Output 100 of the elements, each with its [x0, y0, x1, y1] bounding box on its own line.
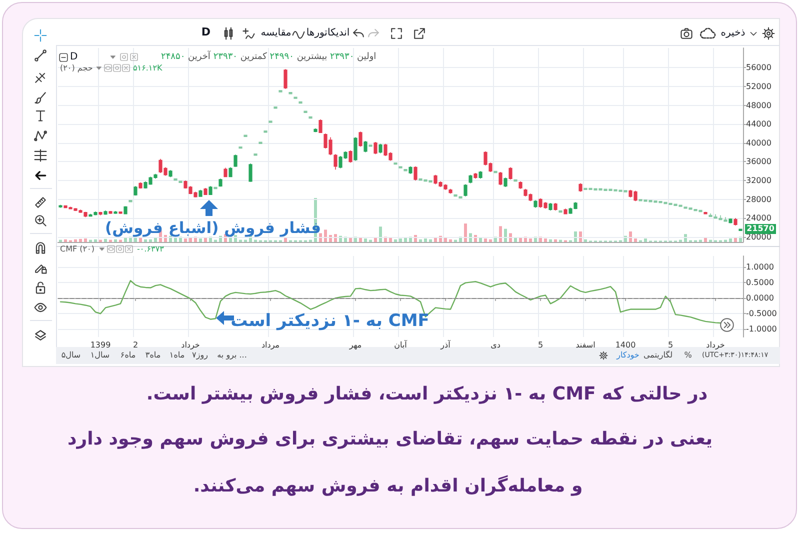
candlestick [414, 166, 418, 181]
bar [399, 238, 402, 242]
candlestick [364, 140, 368, 153]
x-tick-label: آبان [394, 340, 408, 350]
bar [584, 239, 587, 242]
annotation: D [70, 51, 78, 62]
candlestick [138, 182, 142, 189]
bar [634, 238, 637, 242]
bar [124, 238, 127, 242]
x-tick-label: 5 [668, 340, 674, 350]
text: ۳ماه [145, 350, 161, 360]
bar [429, 239, 432, 242]
candlestick [498, 172, 502, 186]
bar [574, 231, 577, 242]
y-tick-label: 24000 [746, 214, 772, 223]
bar [79, 238, 82, 242]
x-tick-label: آذر [440, 340, 452, 350]
x-tick-label: 1399 [90, 340, 111, 350]
bar [144, 239, 147, 242]
bar [509, 233, 512, 242]
candlestick [734, 218, 738, 226]
bar [379, 226, 382, 242]
candlestick [248, 163, 252, 182]
bar [644, 238, 647, 242]
candlestick [578, 182, 582, 192]
bar [549, 239, 552, 242]
candlestick [468, 174, 472, 184]
candlestick [474, 172, 478, 179]
bar [319, 233, 322, 242]
bar [579, 231, 582, 242]
candlestick [518, 181, 522, 190]
candlestick [564, 208, 568, 215]
candlestick [334, 154, 338, 170]
candlestick [234, 154, 238, 168]
candlestick [318, 119, 322, 134]
bar [64, 239, 67, 242]
text: ۵سال [61, 350, 81, 360]
x-tick-label: 2 [132, 340, 138, 350]
x-tick-label: خرداد [181, 340, 200, 350]
candlestick [114, 210, 118, 214]
candlestick [378, 143, 382, 154]
bar [554, 239, 557, 242]
y-tick-label: 0.0000 [746, 294, 774, 303]
bar [204, 238, 207, 242]
bar [94, 239, 97, 242]
candlestick [454, 194, 458, 197]
candlestick [58, 204, 62, 208]
text: ۶ماه [120, 350, 136, 360]
annotation: حجم (۲۰) [60, 63, 93, 72]
text: ذخیره [720, 27, 746, 38]
candlestick [218, 178, 222, 187]
x-tick-label: خرداد [706, 340, 725, 350]
bar [324, 230, 327, 242]
y-tick-label: 28000 [746, 194, 772, 204]
candlestick [394, 162, 398, 165]
candlestick [284, 68, 288, 90]
text: مقایسه [260, 27, 292, 38]
bar [704, 238, 707, 242]
text: برو به ... [217, 350, 247, 360]
text: D [201, 26, 211, 39]
bar [519, 238, 522, 242]
bar [364, 238, 367, 242]
y-tick-label: 48000 [746, 100, 772, 110]
annotation: ۵۱۶.۱۲K [133, 63, 162, 72]
bar [349, 238, 352, 242]
candlestick [314, 128, 318, 132]
candlestick [554, 202, 558, 211]
candlestick [224, 167, 228, 178]
candlestick [358, 131, 362, 148]
y-tick-label: 56000 [746, 63, 772, 72]
bar [184, 238, 187, 242]
x-tick-label: دی [490, 340, 501, 350]
candlestick [124, 206, 128, 215]
annotation: اولین ۲۳۹۳۰ بیشترین ۲۴۹۹۰ کمترین ۲۳۹۳۰ آخرین ۲۴۸۵۰ [161, 52, 376, 62]
x-tick-label: مهر [348, 340, 362, 350]
bar [629, 231, 632, 242]
x-tick-label: مرداد [261, 340, 280, 350]
y-tick-label: 40000 [746, 138, 772, 148]
candlestick [134, 186, 138, 196]
candlestick [208, 186, 212, 196]
bar [154, 238, 157, 242]
bar [199, 238, 202, 242]
text: ۱ماه [169, 350, 185, 360]
bar [514, 238, 517, 242]
bar [404, 238, 407, 242]
bar [499, 226, 502, 242]
bar [114, 239, 117, 242]
text: یعنی در نقطه حمایت سهم، تقاضای بیشتری برای فروش سهم وجود دارد [68, 428, 712, 450]
candlestick [514, 179, 518, 182]
candlestick [494, 170, 498, 174]
candlestick [238, 146, 242, 149]
bar [529, 238, 532, 242]
y-tick-label: 32000 [746, 176, 772, 185]
bar [84, 238, 87, 242]
bar [189, 238, 192, 242]
bar [729, 238, 732, 242]
bar [464, 224, 467, 242]
candlestick [168, 170, 172, 178]
text: ۷روز [192, 350, 208, 360]
y-tick-label: 20000 [746, 232, 772, 242]
